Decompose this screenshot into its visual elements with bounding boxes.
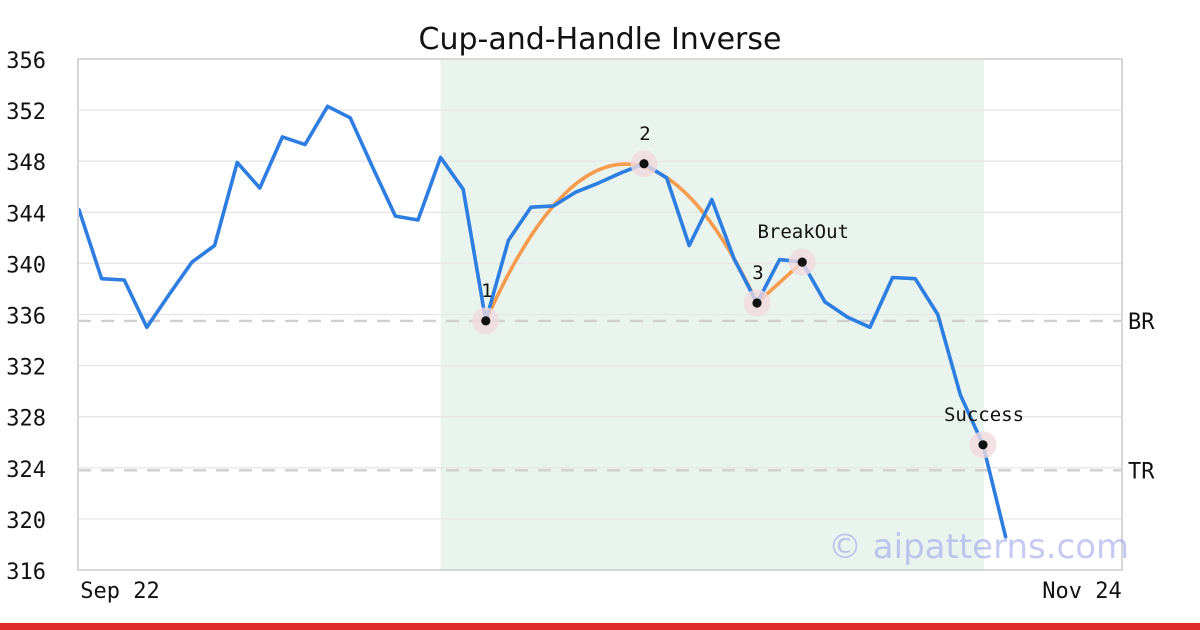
price-line <box>77 104 1008 539</box>
reference-label-tr: TR <box>1128 459 1155 484</box>
y-tick-label: 352 <box>6 100 46 125</box>
y-tick-label: 344 <box>6 202 46 227</box>
cup-arc-line <box>483 162 759 323</box>
page-title: Cup-and-Handle Inverse <box>418 22 782 57</box>
marker-dot-3 <box>752 298 762 308</box>
x-tick-label: Nov 24 <box>1042 579 1121 604</box>
x-tick-label: Sep 22 <box>80 579 159 604</box>
y-tick-label: 356 <box>6 49 46 74</box>
y-tick-label: 348 <box>6 151 46 176</box>
plot-border <box>77 58 1123 571</box>
marker-label-2: 2 <box>639 123 650 145</box>
marker-label-breakout: BreakOut <box>757 221 849 243</box>
reference-label-br: BR <box>1128 310 1155 335</box>
marker-label-3: 3 <box>752 262 763 284</box>
marker-dot-1 <box>481 316 491 326</box>
y-tick-label: 328 <box>6 407 46 432</box>
y-tick-label: 320 <box>6 509 46 534</box>
footer-accent-bar <box>0 623 1200 630</box>
marker-label-1: 1 <box>481 280 492 302</box>
marker-dot-breakout <box>797 257 807 267</box>
marker-label-success: Success <box>944 404 1024 426</box>
y-tick-label: 316 <box>6 560 46 585</box>
y-tick-label: 324 <box>6 458 46 483</box>
y-tick-label: 340 <box>6 253 46 278</box>
marker-dot-success <box>978 440 988 450</box>
y-tick-label: 332 <box>6 356 46 381</box>
marker-dot-2 <box>639 159 649 169</box>
y-tick-label: 336 <box>6 305 46 330</box>
